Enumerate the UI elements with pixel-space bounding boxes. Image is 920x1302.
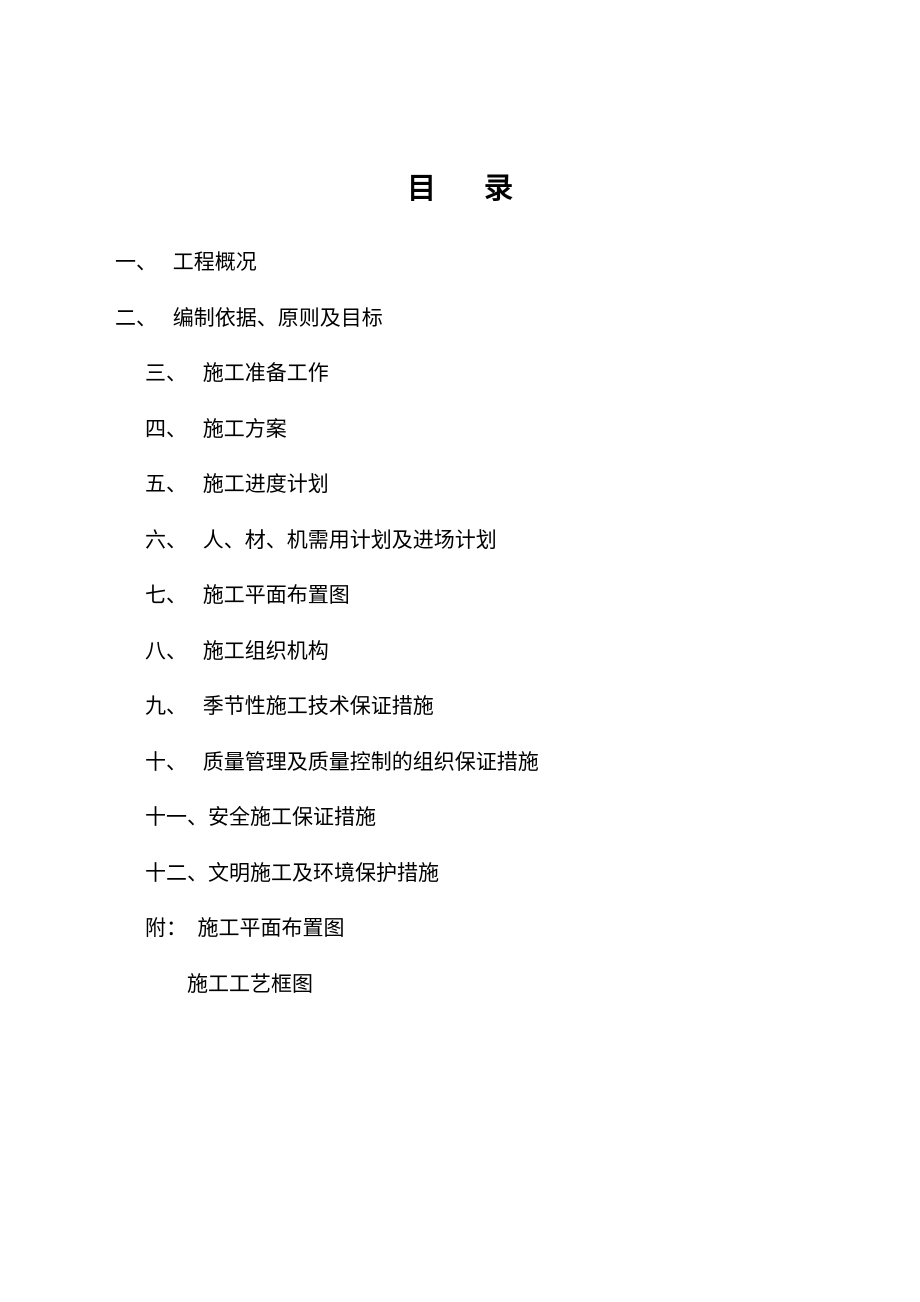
toc-item: 二、 编制依据、原则及目标 — [115, 303, 805, 335]
toc-item-gap — [187, 528, 203, 552]
toc-item-text: 人、材、机需用计划及进场计划 — [203, 528, 497, 552]
toc-item: 四、 施工方案 — [115, 414, 805, 446]
toc-item: 附： 施工平面布置图 — [115, 913, 805, 945]
toc-item-text: 施工方案 — [203, 417, 287, 441]
toc-item-gap — [187, 417, 203, 441]
toc-item-text: 施工准备工作 — [203, 361, 329, 385]
table-of-contents: 一、 工程概况二、 编制依据、原则及目标三、 施工准备工作四、 施工方案五、 施… — [115, 247, 805, 1000]
toc-item-text: 施工组织机构 — [203, 639, 329, 663]
toc-item-number: 八、 — [145, 639, 187, 663]
toc-item-text: 质量管理及质量控制的组织保证措施 — [203, 750, 539, 774]
toc-item-gap — [157, 306, 173, 330]
toc-item: 施工工艺框图 — [115, 969, 805, 1001]
toc-item-gap — [157, 250, 173, 274]
toc-item-gap — [187, 361, 203, 385]
toc-item-number: 附： — [145, 916, 187, 940]
toc-item: 十、 质量管理及质量控制的组织保证措施 — [115, 747, 805, 779]
toc-item-text: 施工工艺框图 — [187, 972, 313, 996]
toc-item: 六、 人、材、机需用计划及进场计划 — [115, 525, 805, 557]
toc-item-number: 七、 — [145, 583, 187, 607]
toc-item-text: 工程概况 — [173, 250, 257, 274]
toc-item-number: 四、 — [145, 417, 187, 441]
toc-item-text: 文明施工及环境保护措施 — [208, 861, 439, 885]
toc-item-number: 二、 — [115, 306, 157, 330]
toc-item-gap — [187, 916, 198, 940]
toc-item: 八、 施工组织机构 — [115, 636, 805, 668]
toc-item-text: 施工平面布置图 — [198, 916, 345, 940]
toc-item-text: 季节性施工技术保证措施 — [203, 694, 434, 718]
toc-item-gap — [187, 583, 203, 607]
toc-item-number: 十、 — [145, 750, 187, 774]
toc-item-number: 十一、 — [145, 805, 208, 829]
toc-item-number: 六、 — [145, 528, 187, 552]
toc-item: 五、 施工进度计划 — [115, 469, 805, 501]
toc-item-gap — [187, 639, 203, 663]
toc-item-number: 三、 — [145, 361, 187, 385]
toc-item-number: 五、 — [145, 472, 187, 496]
toc-item: 三、 施工准备工作 — [115, 358, 805, 390]
toc-item-number: 九、 — [145, 694, 187, 718]
toc-item: 十二、文明施工及环境保护措施 — [115, 858, 805, 890]
toc-item-text: 安全施工保证措施 — [208, 805, 376, 829]
toc-item: 一、 工程概况 — [115, 247, 805, 279]
toc-item-text: 施工进度计划 — [203, 472, 329, 496]
toc-item-gap — [187, 750, 203, 774]
toc-item-text: 施工平面布置图 — [203, 583, 350, 607]
toc-item-gap — [187, 694, 203, 718]
toc-item-number: 十二、 — [145, 861, 208, 885]
toc-item-gap — [187, 472, 203, 496]
toc-item-text: 编制依据、原则及目标 — [173, 306, 383, 330]
toc-item: 十一、安全施工保证措施 — [115, 802, 805, 834]
document-page: 目录 一、 工程概况二、 编制依据、原则及目标三、 施工准备工作四、 施工方案五… — [0, 0, 920, 1000]
toc-item: 七、 施工平面布置图 — [115, 580, 805, 612]
page-title: 目录 — [115, 165, 805, 207]
toc-item-number: 一、 — [115, 250, 157, 274]
toc-item: 九、 季节性施工技术保证措施 — [115, 691, 805, 723]
